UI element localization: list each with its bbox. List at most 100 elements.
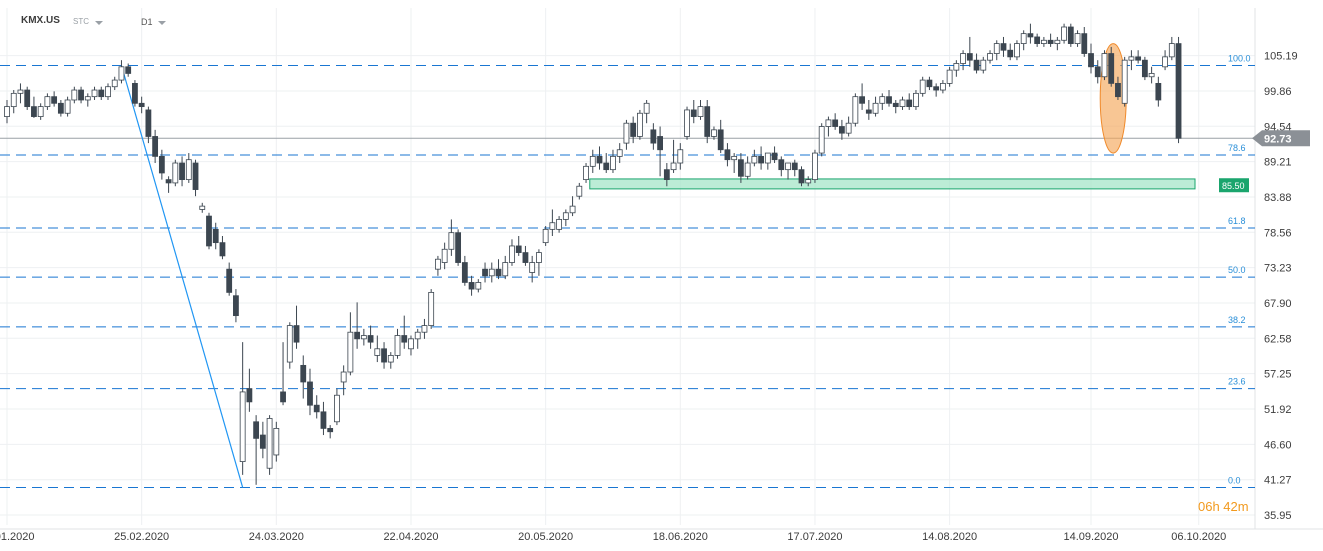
candle-body: [832, 119, 839, 127]
candle: [253, 415, 260, 485]
candle: [663, 163, 670, 187]
candle: [919, 76, 926, 97]
candle: [1121, 56, 1128, 107]
candle: [509, 239, 515, 266]
candle: [906, 93, 913, 110]
candle: [1081, 27, 1088, 57]
candle-body: [475, 282, 482, 290]
support-level-tag-bg: [1219, 178, 1249, 193]
candle-body: [711, 129, 717, 137]
candle-body: [421, 325, 428, 333]
candle: [589, 149, 596, 173]
candle-body: [637, 112, 643, 137]
candle: [1054, 36, 1061, 51]
candle: [569, 196, 576, 217]
candle-body: [657, 136, 664, 151]
candle-body: [724, 149, 731, 161]
candle: [374, 335, 381, 363]
candle: [414, 328, 421, 349]
y-axis-tick-label: 94.54: [1264, 121, 1292, 133]
candle: [623, 119, 630, 150]
candle: [313, 395, 320, 419]
candle-body: [1014, 43, 1020, 58]
candle-body: [643, 102, 650, 114]
candle-body: [872, 102, 879, 114]
candle: [879, 93, 886, 110]
candle: [1014, 40, 1020, 61]
candle-body: [105, 86, 111, 98]
candle: [495, 259, 502, 280]
candle: [111, 76, 118, 91]
candle: [737, 153, 744, 183]
candles: [4, 23, 1182, 485]
x-axis-tick-label: 27.01.2020: [0, 531, 35, 543]
candle: [798, 166, 805, 187]
candle: [697, 99, 704, 120]
candle: [428, 289, 435, 329]
candle: [354, 302, 361, 349]
candle: [347, 312, 354, 376]
candle-body: [791, 162, 798, 171]
candle-body: [118, 66, 125, 81]
x-axis-tick-label: 14.08.2020: [922, 531, 977, 543]
candle: [488, 262, 495, 283]
candle-body: [798, 169, 805, 184]
candle-body: [488, 268, 495, 277]
candle-body: [327, 428, 334, 433]
candle: [502, 255, 509, 280]
candle-body: [340, 371, 347, 383]
candle: [152, 129, 159, 164]
symbol-dropdown-icon[interactable]: [95, 21, 103, 25]
candle-body: [980, 59, 987, 71]
interval-dropdown-icon[interactable]: [158, 21, 166, 25]
candle: [785, 162, 791, 180]
candle-body: [838, 126, 845, 134]
current-price-tag-bg: [1252, 130, 1310, 147]
candle: [78, 86, 84, 104]
interval-label[interactable]: D1: [141, 17, 153, 27]
fib-level-label: 100.0: [1228, 53, 1251, 63]
current-price-tag: 92.73: [1252, 130, 1310, 147]
y-axis-tick-label: 78.56: [1264, 227, 1292, 239]
candle: [838, 119, 845, 140]
candle-body: [630, 122, 637, 137]
candle-body: [239, 391, 246, 462]
candle: [84, 93, 91, 107]
candle-body: [939, 82, 946, 91]
candle: [1074, 30, 1081, 47]
candle: [764, 152, 771, 170]
candle: [266, 415, 273, 475]
candle: [1115, 76, 1121, 100]
candle-body: [522, 252, 529, 263]
candle: [711, 126, 717, 140]
candle: [637, 109, 643, 140]
candle: [1034, 33, 1041, 47]
candle: [886, 90, 892, 107]
symbol-label[interactable]: KMX.US: [21, 15, 60, 26]
candle-body: [1115, 82, 1121, 98]
candle-body: [879, 96, 886, 104]
candle: [1088, 43, 1094, 74]
candle: [408, 335, 414, 356]
candle-body: [1101, 53, 1108, 78]
candle-body: [387, 355, 394, 363]
candle: [44, 93, 51, 110]
candle: [1040, 36, 1047, 47]
y-axis-tick-label: 73.23: [1264, 263, 1292, 275]
candle: [455, 229, 462, 266]
candle-body: [132, 82, 138, 104]
candle-body: [1155, 82, 1162, 101]
candle-body: [448, 232, 455, 250]
candle-body: [1135, 56, 1142, 61]
candle: [360, 328, 367, 346]
candle-body: [414, 331, 421, 340]
candle: [307, 368, 313, 416]
candle: [603, 153, 610, 173]
candle-body: [4, 106, 10, 117]
candle-body: [307, 381, 313, 406]
candle-body: [273, 428, 280, 456]
candle: [37, 103, 44, 120]
candle: [448, 219, 455, 256]
candle-body: [623, 122, 630, 144]
